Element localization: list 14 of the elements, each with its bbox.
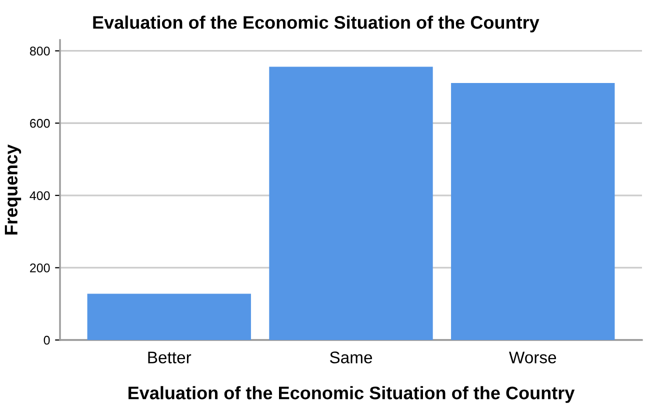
- x-tick-label: Same: [330, 352, 372, 364]
- bar: [451, 83, 615, 340]
- bar: [269, 66, 433, 340]
- chart-title: Evaluation of the Economic Situation of the Country: [93, 16, 540, 32]
- y-tick-label: 800: [30, 46, 50, 56]
- x-tick-label: Better: [148, 352, 192, 364]
- y-tick-label: 400: [30, 191, 50, 200]
- y-axis-title: Frequency: [4, 144, 22, 234]
- y-tick-label: 0: [44, 336, 50, 345]
- bar: [87, 294, 251, 340]
- x-axis-title: Evaluation of the Economic Situation of the Country: [128, 386, 575, 403]
- x-tick-label: Worse: [509, 352, 556, 364]
- y-tick-label: 600: [30, 118, 50, 128]
- y-tick-label: 200: [30, 264, 50, 272]
